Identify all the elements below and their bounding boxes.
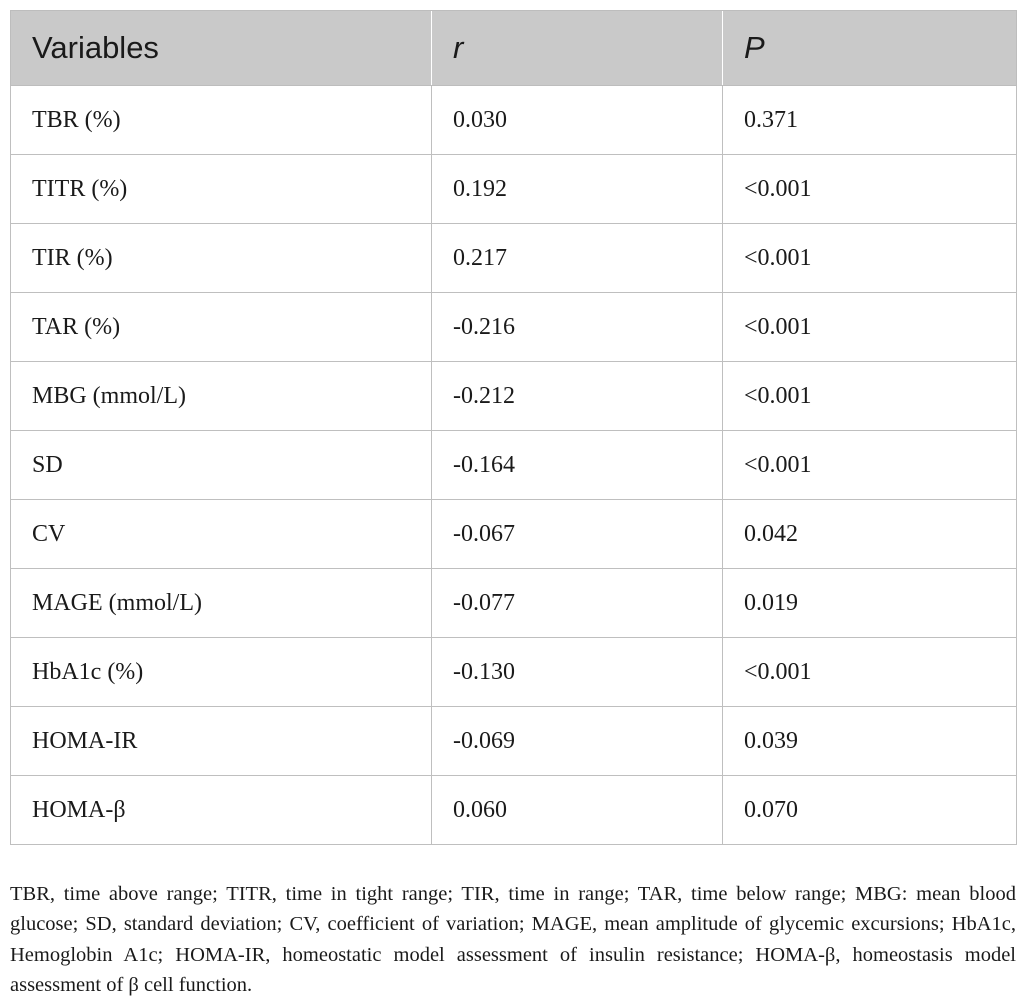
table-row: TIR (%) 0.217 <0.001: [10, 223, 1017, 293]
cell-r: -0.164: [431, 430, 723, 500]
cell-p: 0.070: [722, 775, 1017, 845]
cell-variable: MAGE (mmol/L): [10, 568, 432, 638]
table-row: MAGE (mmol/L) -0.077 0.019: [10, 568, 1017, 638]
header-variables: Variables: [10, 10, 432, 86]
cell-p: <0.001: [722, 223, 1017, 293]
header-row: Variables r P: [10, 10, 1017, 86]
cell-r: -0.212: [431, 361, 723, 431]
cell-variable: HbA1c (%): [10, 637, 432, 707]
cell-variable: TIR (%): [10, 223, 432, 293]
cell-r: -0.130: [431, 637, 723, 707]
table-row: HOMA-β 0.060 0.070: [10, 775, 1017, 845]
table-header: Variables r P: [10, 10, 1017, 86]
cell-p: 0.019: [722, 568, 1017, 638]
cell-p: <0.001: [722, 637, 1017, 707]
cell-r: -0.067: [431, 499, 723, 569]
cell-variable: TAR (%): [10, 292, 432, 362]
table-footnote: TBR, time above range; TITR, time in tig…: [10, 882, 1016, 997]
correlation-table: Variables r P TBR (%) 0.030 0.371 TITR (…: [10, 10, 1017, 845]
cell-p: 0.042: [722, 499, 1017, 569]
cell-r: 0.217: [431, 223, 723, 293]
cell-p: <0.001: [722, 154, 1017, 224]
table-row: HbA1c (%) -0.130 <0.001: [10, 637, 1017, 707]
correlation-table-container: Variables r P TBR (%) 0.030 0.371 TITR (…: [10, 10, 1017, 845]
table-row: MBG (mmol/L) -0.212 <0.001: [10, 361, 1017, 431]
cell-r: 0.192: [431, 154, 723, 224]
cell-variable: CV: [10, 499, 432, 569]
cell-r: 0.030: [431, 85, 723, 155]
cell-variable: HOMA-β: [10, 775, 432, 845]
cell-p: <0.001: [722, 430, 1017, 500]
table-row: HOMA-IR -0.069 0.039: [10, 706, 1017, 776]
cell-r: -0.069: [431, 706, 723, 776]
cell-r: -0.077: [431, 568, 723, 638]
header-p: P: [722, 10, 1017, 86]
cell-variable: SD: [10, 430, 432, 500]
table-body: TBR (%) 0.030 0.371 TITR (%) 0.192 <0.00…: [10, 85, 1017, 845]
cell-p: <0.001: [722, 361, 1017, 431]
cell-r: 0.060: [431, 775, 723, 845]
cell-r: -0.216: [431, 292, 723, 362]
table-row: TITR (%) 0.192 <0.001: [10, 154, 1017, 224]
cell-variable: TITR (%): [10, 154, 432, 224]
cell-variable: HOMA-IR: [10, 706, 432, 776]
table-row: TBR (%) 0.030 0.371: [10, 85, 1017, 155]
header-r: r: [431, 10, 723, 86]
cell-p: <0.001: [722, 292, 1017, 362]
cell-p: 0.371: [722, 85, 1017, 155]
table-row: CV -0.067 0.042: [10, 499, 1017, 569]
table-row: SD -0.164 <0.001: [10, 430, 1017, 500]
cell-variable: MBG (mmol/L): [10, 361, 432, 431]
cell-p: 0.039: [722, 706, 1017, 776]
cell-variable: TBR (%): [10, 85, 432, 155]
table-row: TAR (%) -0.216 <0.001: [10, 292, 1017, 362]
